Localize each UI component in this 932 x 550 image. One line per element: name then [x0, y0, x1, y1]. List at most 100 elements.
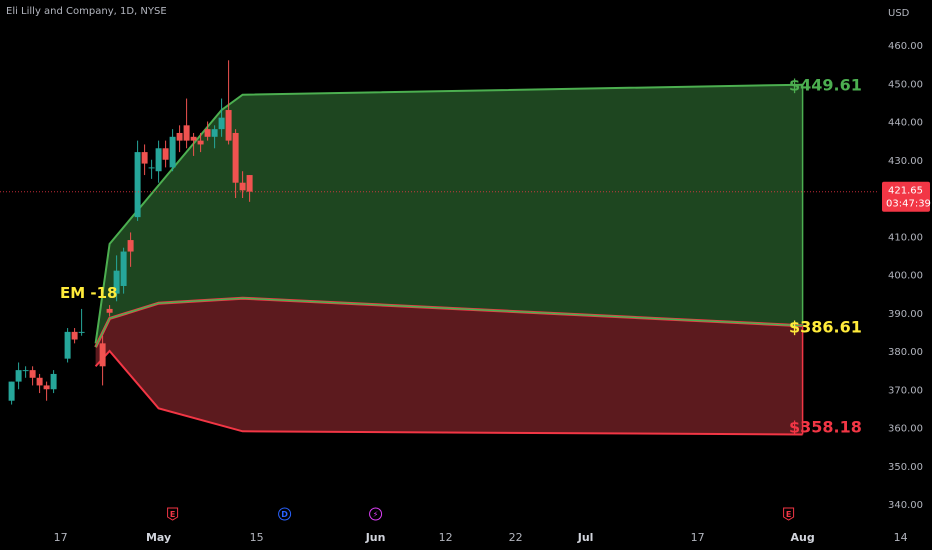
x-tick-label: 15 — [250, 531, 264, 544]
y-tick-label: 440.00 — [888, 118, 923, 129]
candle — [169, 129, 176, 172]
candle — [197, 132, 204, 153]
candle — [71, 328, 78, 344]
split-icon — [369, 507, 383, 521]
candle — [106, 305, 113, 317]
expected-move-label: EM -18 — [60, 284, 118, 302]
y-tick-label: 350.00 — [888, 462, 923, 473]
candle — [190, 132, 197, 156]
expected-move-bands — [94, 83, 804, 436]
candle — [225, 60, 232, 145]
x-tick-label: 14 — [894, 531, 908, 544]
candle — [148, 159, 155, 179]
candle — [22, 366, 29, 378]
candle-body — [176, 132, 183, 141]
candle — [232, 129, 239, 198]
middle-target-label: $386.61 — [789, 318, 862, 337]
candle — [141, 144, 148, 176]
candlesticks — [8, 60, 253, 405]
candle-body — [8, 381, 15, 401]
earnings-marker: E — [783, 507, 795, 521]
y-tick-label: 410.00 — [888, 232, 923, 243]
y-tick-label: 390.00 — [888, 309, 923, 320]
x-tick-label: Jul — [577, 531, 594, 544]
candle — [218, 98, 225, 137]
candle-body — [22, 370, 29, 372]
last-price-tag: 421.65 03:47:39 — [882, 181, 931, 212]
candle-body — [15, 370, 22, 382]
lower-band-area — [95, 298, 803, 435]
earnings-icon — [167, 507, 179, 521]
y-tick-label: 370.00 — [888, 385, 923, 396]
candle-body — [106, 308, 113, 313]
earnings-marker: E — [167, 507, 179, 521]
candle-body — [43, 385, 50, 390]
x-tick-label: 17 — [54, 531, 68, 544]
band-labels: $449.61 $386.61 $358.18 EM -18 — [60, 76, 862, 437]
candle — [120, 247, 127, 294]
candle — [246, 175, 253, 202]
candle — [36, 373, 43, 394]
lower-target-label: $358.18 — [789, 417, 862, 436]
candle-body — [120, 251, 127, 286]
candle — [43, 381, 50, 401]
earnings-icon — [783, 507, 795, 521]
event-letter: E — [786, 510, 791, 519]
candle-body — [232, 132, 239, 183]
candle-body — [169, 136, 176, 168]
candle-body — [225, 110, 232, 141]
x-tick-label: 17 — [691, 531, 705, 544]
event-markers: E D ⚡ E — [167, 507, 795, 521]
candle — [50, 370, 57, 394]
upper-target-label: $449.61 — [789, 76, 862, 95]
y-tick-label: 340.00 — [888, 500, 923, 511]
candle-body — [211, 129, 218, 137]
candle — [15, 362, 22, 390]
candle-body — [246, 175, 253, 192]
candle-body — [36, 377, 43, 386]
candle — [162, 140, 169, 168]
split-marker: ⚡ — [369, 507, 383, 521]
x-tick-label: Jun — [365, 531, 386, 544]
currency-label: USD — [888, 8, 910, 19]
candle-body — [218, 117, 225, 130]
candle-body — [64, 331, 71, 359]
candle-body — [113, 270, 120, 294]
candle — [29, 366, 36, 386]
candle-body — [204, 129, 211, 137]
candle — [113, 255, 120, 302]
candle-body — [162, 148, 169, 160]
y-tick-label: 430.00 — [888, 156, 923, 167]
candle-body — [197, 140, 204, 145]
candle — [134, 140, 141, 221]
candle-body — [155, 148, 162, 172]
x-tick-label: May — [146, 531, 171, 544]
price-tag-countdown: 03:47:39 — [886, 199, 931, 210]
upper-band-area — [95, 84, 803, 348]
candle-body — [141, 152, 148, 164]
candle — [155, 140, 162, 183]
candle-body — [127, 240, 134, 252]
candle — [239, 171, 246, 198]
event-letter: E — [170, 510, 175, 519]
candle — [8, 381, 15, 405]
candle — [64, 328, 71, 363]
price-tag-box — [882, 181, 930, 212]
candle — [183, 98, 190, 149]
chart-title: Eli Lilly and Company, 1D, NYSE — [6, 6, 167, 17]
candle-body — [78, 331, 85, 333]
candle-body — [29, 370, 36, 378]
y-tick-label: 460.00 — [888, 41, 923, 52]
price-tag-value: 421.65 — [888, 186, 923, 197]
candle — [176, 125, 183, 153]
time-axis[interactable]: 17 May 15 Jun 12 22 Jul 17 Aug 14 — [54, 531, 908, 544]
x-tick-label: Aug — [790, 531, 814, 544]
dividend-marker: D — [278, 507, 292, 521]
event-letter: ⚡ — [373, 510, 379, 519]
candle — [211, 125, 218, 149]
dividend-icon — [278, 507, 292, 521]
candle — [99, 335, 106, 386]
candle — [127, 232, 134, 267]
candle-body — [239, 182, 246, 191]
